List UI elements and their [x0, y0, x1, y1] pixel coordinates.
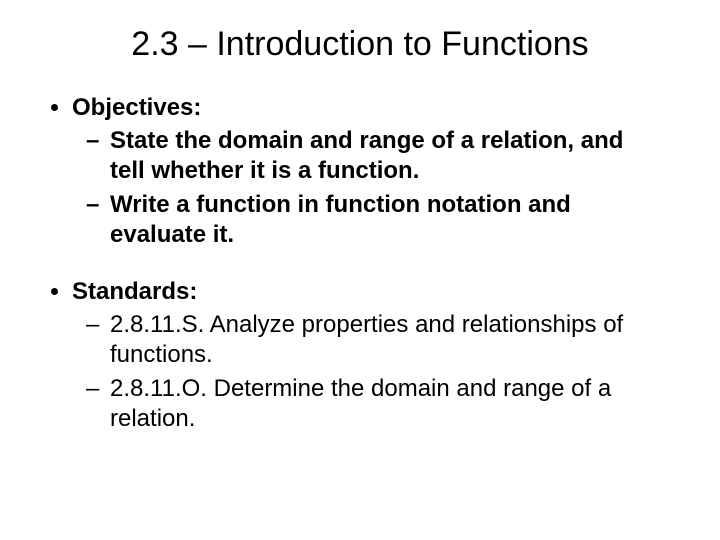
standards-item: 2.8.11.S. Analyze properties and relatio… — [110, 310, 680, 370]
standards-item: 2.8.11.O. Determine the domain and range… — [110, 374, 680, 434]
slide-title: 2.3 – Introduction to Functions — [40, 25, 680, 64]
objectives-item: Write a function in function notation an… — [110, 190, 680, 250]
objectives-header: Objectives: — [72, 94, 680, 122]
slide-content: Objectives: State the domain and range o… — [40, 94, 680, 434]
objectives-item: State the domain and range of a relation… — [110, 126, 680, 186]
standards-header: Standards: — [72, 278, 680, 306]
